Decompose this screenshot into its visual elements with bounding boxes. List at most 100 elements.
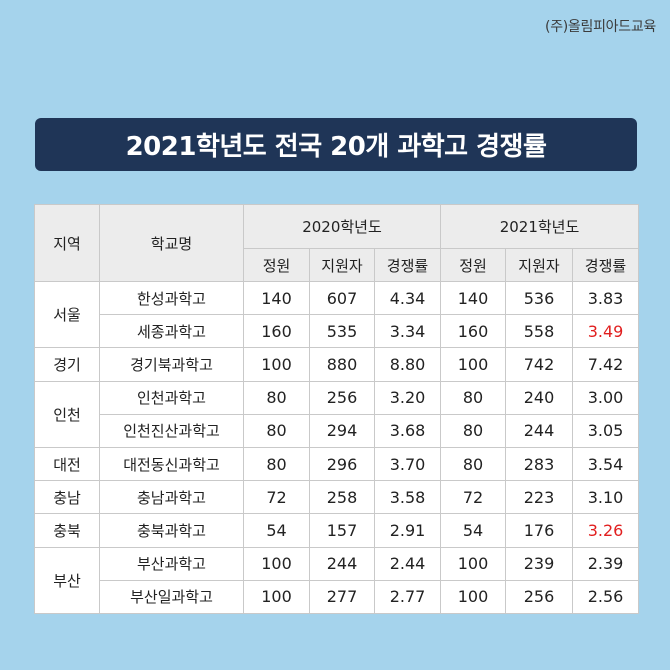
table-row: 부산일과학고 100 277 2.77 100 256 2.56 [35,579,639,615]
rate-2020-cell: 2.44 [374,546,441,581]
rate-2020-cell: 4.34 [374,280,441,316]
applicants-2021-cell: 240 [505,380,573,415]
school-cell: 한성과학고 [99,280,244,316]
header-school: 학교명 [99,204,244,282]
header-year-2020: 2020학년도 [243,204,441,249]
quota-2020-cell: 160 [243,314,310,349]
rate-2020-cell: 8.80 [374,347,441,382]
quota-2020-cell: 100 [243,579,310,615]
quota-2021-cell: 80 [440,413,506,448]
applicants-2020-cell: 258 [309,480,375,515]
quota-2020-cell: 100 [243,546,310,581]
table-row: 충남 충남과학고 72 258 3.58 72 223 3.10 [34,480,639,515]
region-cell: 부산 [34,546,100,614]
applicants-2021-cell: 244 [505,413,573,448]
rate-2020-cell: 3.34 [374,314,441,349]
applicants-2021-cell: 536 [505,280,573,316]
rate-2020-cell: 3.70 [374,446,441,482]
applicants-2020-cell: 607 [309,280,375,316]
table-row: 대전 대전동신과학고 80 296 3.70 80 283 3.54 [34,446,639,482]
applicants-2020-cell: 256 [309,380,375,415]
rate-2021-cell-highlighted: 3.49 [572,314,639,349]
school-cell: 인천과학고 [99,380,244,415]
quota-2020-cell: 140 [243,280,310,316]
rate-2020-cell: 2.77 [374,579,441,615]
quota-2020-cell: 72 [243,480,310,515]
quota-2021-cell: 160 [440,314,506,349]
header-applicants-2020: 지원자 [309,248,375,282]
rate-2021-cell: 3.00 [572,380,639,415]
table-row: 서울 한성과학고 140 607 4.34 140 536 3.83 [34,280,639,349]
region-cell: 대전 [34,446,100,482]
table-row: 세종과학고 160 535 3.34 160 558 3.49 [35,314,639,349]
region-cell: 충북 [34,513,100,548]
rate-2020-cell: 3.58 [374,480,441,515]
applicants-2021-cell: 742 [505,347,573,382]
brand-logo-text: (주)올림피아드교육 [545,19,656,35]
quota-2021-cell: 100 [440,347,506,382]
school-cell: 인천진산과학고 [99,413,244,448]
applicants-2020-cell: 244 [309,546,375,581]
table-row: 충북 충북과학고 54 157 2.91 54 176 3.26 [34,513,639,548]
quota-2021-cell: 100 [440,579,506,615]
title-banner: 2021학년도 전국 20개 과학고 경쟁률 [35,118,637,171]
header-quota-2020: 정원 [243,248,310,282]
applicants-2021-cell: 176 [505,513,573,548]
quota-2020-cell: 80 [243,413,310,448]
header-row-top: 지역 학교명 2020학년도 2021학년도 [34,204,639,282]
applicants-2021-cell: 223 [505,480,573,515]
page-title: 2021학년도 전국 20개 과학고 경쟁률 [125,132,547,162]
school-cell: 충북과학고 [99,513,244,548]
header-region: 지역 [34,204,100,282]
region-cell: 경기 [34,347,100,382]
competition-rate-table: 지역 학교명 2020학년도 2021학년도 정원 지원자 경쟁률 정원 지원자… [34,204,639,615]
header-year-2021: 2021학년도 [440,204,639,249]
header-rate-2021: 경쟁률 [572,248,639,282]
applicants-2020-cell: 535 [309,314,375,349]
rate-2020-cell: 2.91 [374,513,441,548]
quota-2021-cell: 72 [440,480,506,515]
table-row: 인천진산과학고 80 294 3.68 80 244 3.05 [35,413,639,448]
header-applicants-2021: 지원자 [505,248,573,282]
rate-2021-cell-highlighted: 3.26 [572,513,639,548]
quota-2021-cell: 80 [440,446,506,482]
header-quota-2021: 정원 [440,248,506,282]
table-row: 인천 인천과학고 80 256 3.20 80 240 3.00 [34,380,639,448]
applicants-2020-cell: 880 [309,347,375,382]
rate-2021-cell: 3.10 [572,480,639,515]
rate-2021-cell: 3.54 [572,446,639,482]
school-cell: 세종과학고 [99,314,244,349]
quota-2020-cell: 54 [243,513,310,548]
region-cell: 서울 [34,280,100,349]
quota-2021-cell: 54 [440,513,506,548]
school-cell: 대전동신과학고 [99,446,244,482]
school-cell: 충남과학고 [99,480,244,515]
applicants-2021-cell: 558 [505,314,573,349]
applicants-2021-cell: 283 [505,446,573,482]
table-row: 부산 부산과학고 100 244 2.44 100 239 2.39 [34,546,639,614]
applicants-2021-cell: 239 [505,546,573,581]
applicants-2020-cell: 294 [309,413,375,448]
quota-2021-cell: 140 [440,280,506,316]
applicants-2020-cell: 296 [309,446,375,482]
rate-2020-cell: 3.20 [374,380,441,415]
school-cell: 경기북과학고 [99,347,244,382]
rate-2021-cell: 2.39 [572,546,639,581]
school-cell: 부산일과학고 [99,579,244,615]
school-cell: 부산과학고 [99,546,244,581]
applicants-2020-cell: 277 [309,579,375,615]
quota-2020-cell: 80 [243,380,310,415]
rate-2020-cell: 3.68 [374,413,441,448]
rate-2021-cell: 2.56 [572,579,639,615]
rate-2021-cell: 3.83 [572,280,639,316]
table-row: 경기 경기북과학고 100 880 8.80 100 742 7.42 [34,347,639,382]
quota-2021-cell: 100 [440,546,506,581]
quota-2020-cell: 100 [243,347,310,382]
applicants-2021-cell: 256 [505,579,573,615]
rate-2021-cell: 3.05 [572,413,639,448]
header-row-sub: 정원 지원자 경쟁률 정원 지원자 경쟁률 [35,248,639,282]
quota-2021-cell: 80 [440,380,506,415]
header-rate-2020: 경쟁률 [374,248,441,282]
applicants-2020-cell: 157 [309,513,375,548]
region-cell: 인천 [34,380,100,448]
